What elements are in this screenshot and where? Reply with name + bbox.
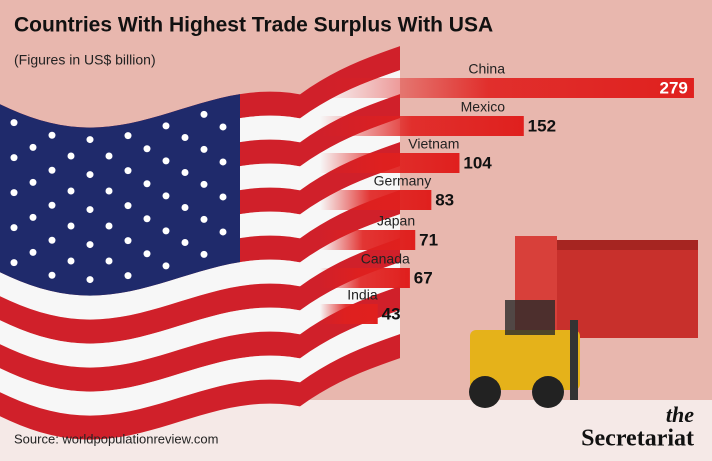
flag-star xyxy=(105,187,113,195)
flag-star xyxy=(162,122,170,130)
flag-star xyxy=(181,239,189,247)
flag-star xyxy=(162,192,170,200)
flag-star xyxy=(219,158,227,166)
flag-star xyxy=(86,276,94,284)
flag-star xyxy=(105,222,113,230)
flag-star xyxy=(200,145,208,153)
bar-edge xyxy=(519,116,524,136)
flag-star xyxy=(162,227,170,235)
flag-star xyxy=(86,241,94,249)
value-label: 104 xyxy=(463,153,492,172)
flag-star xyxy=(48,236,56,244)
bar xyxy=(320,153,460,173)
flag-canton xyxy=(0,94,240,296)
flag-star xyxy=(29,178,37,186)
flag-star xyxy=(48,201,56,209)
flag-star xyxy=(48,166,56,174)
forklift xyxy=(469,236,698,408)
flag-star xyxy=(67,222,75,230)
bar-edge xyxy=(411,230,416,250)
category-label: Canada xyxy=(361,251,410,267)
bar-edge xyxy=(455,153,460,173)
value-label: 83 xyxy=(435,190,454,209)
flag-star xyxy=(10,119,18,127)
brand-bottom: Secretariat xyxy=(581,426,694,452)
category-label: Mexico xyxy=(461,99,506,115)
flag-star xyxy=(124,132,132,140)
value-label: 67 xyxy=(414,268,433,287)
flag-star xyxy=(124,237,132,245)
flag-star xyxy=(124,167,132,175)
flag-star xyxy=(105,257,113,265)
flag-star xyxy=(86,136,94,144)
category-label: China xyxy=(468,61,505,77)
bar xyxy=(320,190,432,210)
flag-star xyxy=(10,154,18,162)
flag-star xyxy=(181,134,189,142)
flag-star xyxy=(29,143,37,151)
flag-star xyxy=(181,204,189,212)
category-label: India xyxy=(347,287,378,303)
flag-star xyxy=(162,157,170,165)
flag-stripe xyxy=(0,310,400,416)
flag-stripe xyxy=(0,334,400,440)
bar xyxy=(320,116,524,136)
bar xyxy=(320,78,694,98)
category-label: Vietnam xyxy=(408,136,459,152)
source: Source: worldpopulationreview.com xyxy=(14,431,219,446)
value-label: 71 xyxy=(419,230,438,249)
flag-star xyxy=(86,206,94,214)
value-label: 43 xyxy=(382,304,401,323)
flag-stripe xyxy=(0,214,400,320)
bar xyxy=(320,230,416,250)
brand-top: the xyxy=(666,402,694,427)
bar-edge xyxy=(373,304,378,324)
flag-star xyxy=(181,169,189,177)
bar xyxy=(320,268,410,288)
bar-edge xyxy=(689,78,694,98)
flag-star xyxy=(124,272,132,280)
flag-star xyxy=(143,250,151,258)
value-label: 152 xyxy=(528,116,556,135)
flag-stripe xyxy=(0,238,400,344)
flag-star xyxy=(219,123,227,131)
chart-title: Countries With Highest Trade Surplus Wit… xyxy=(14,14,493,37)
flag-star xyxy=(143,145,151,153)
category-label: Japan xyxy=(377,213,415,229)
value-label: 279 xyxy=(659,78,687,97)
bar-edge xyxy=(405,268,410,288)
bar xyxy=(320,304,378,324)
bar-edge xyxy=(427,190,432,210)
flag-star xyxy=(10,259,18,267)
flag-star xyxy=(29,213,37,221)
flag-star xyxy=(10,189,18,197)
flag-star xyxy=(219,193,227,201)
chart-subtitle: (Figures in US$ billion) xyxy=(14,52,156,68)
flag-star xyxy=(200,250,208,258)
flag-star xyxy=(200,215,208,223)
flag-star xyxy=(48,131,56,139)
flag-star xyxy=(143,180,151,188)
flag-star xyxy=(29,248,37,256)
flag-stripe xyxy=(0,286,400,392)
flag-star xyxy=(10,224,18,232)
flag-star xyxy=(67,152,75,160)
flag-star xyxy=(124,202,132,210)
flag-star xyxy=(67,187,75,195)
flag-star xyxy=(143,215,151,223)
flag-star xyxy=(105,152,113,160)
flag-star xyxy=(48,271,56,279)
flag-star xyxy=(86,171,94,179)
flag-star xyxy=(162,262,170,270)
flag-star xyxy=(67,257,75,265)
flag-star xyxy=(219,228,227,236)
flag-star xyxy=(200,110,208,118)
category-label: Germany xyxy=(374,173,432,189)
flag-star xyxy=(200,180,208,188)
